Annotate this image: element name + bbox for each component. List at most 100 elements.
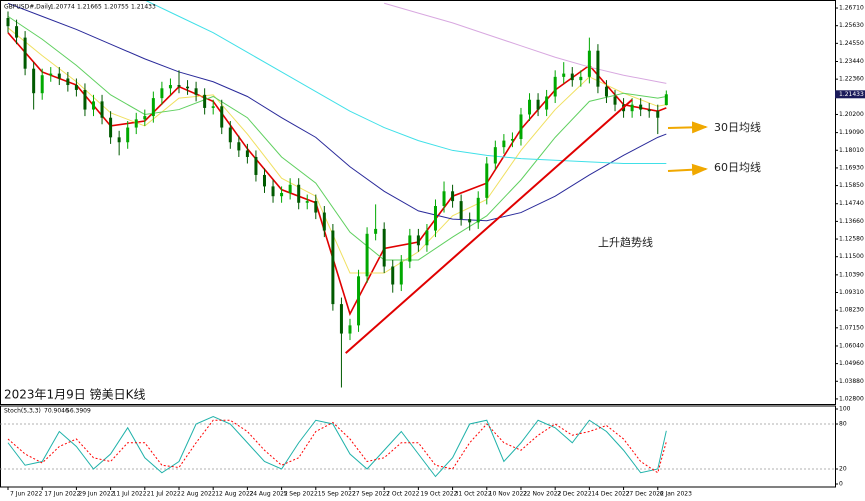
candle-body	[647, 109, 651, 112]
candle-body	[553, 76, 557, 97]
axes: 1.26710 1.25630 1.24550 1.23440 1.22360 1.202…	[7, 5, 865, 498]
annotation: 30日均线	[714, 120, 761, 134]
annotation: 2023年1月9日 镑美日K线	[4, 387, 146, 402]
y-tick-label: 1.07150	[839, 324, 864, 331]
price-box	[835, 90, 865, 99]
y-tick-label: 1.15850	[839, 182, 864, 189]
y-tick-label: 1.08230	[839, 307, 864, 314]
candle-body	[382, 228, 386, 267]
candle-body	[587, 50, 591, 77]
stoch-signal-value: 56.3909	[66, 408, 91, 415]
x-tick-label: 14 Dec 2022	[591, 491, 630, 498]
candle-body	[425, 230, 429, 246]
candle-body	[502, 140, 506, 148]
x-tick-label: 10 Nov 2022	[489, 491, 528, 498]
candle-body	[493, 147, 497, 164]
y-tick-label: 1.26710	[839, 5, 864, 12]
symbol-title: GBPUSD#,Daily	[4, 4, 52, 11]
arrow	[667, 163, 708, 176]
trend-line	[345, 98, 633, 354]
candle-body	[604, 86, 608, 97]
candle-body	[15, 26, 19, 38]
candle-body	[186, 86, 190, 89]
candle-body	[656, 111, 660, 118]
candle-body	[6, 18, 10, 27]
candle-body	[66, 78, 70, 86]
candle-body	[203, 94, 207, 108]
candle-body	[545, 96, 549, 110]
candle-body	[433, 206, 437, 231]
x-tick-label: 2 Aug 2022	[181, 491, 216, 498]
ohlc-close: 1.21433	[131, 4, 156, 11]
x-tick-label: 31 Oct 2022	[455, 491, 492, 498]
candle-body	[570, 73, 574, 81]
candle-body	[134, 119, 138, 128]
candle-body	[177, 85, 181, 87]
candle-body	[442, 191, 446, 207]
candle-body	[237, 142, 241, 151]
x-tick-label: 29 Jun 2022	[78, 491, 114, 498]
y-tick-label: 20	[839, 466, 847, 473]
candle-body	[374, 228, 378, 234]
y-tick-label: 1.09310	[839, 289, 864, 296]
y-tick-label: 1.18010	[839, 147, 864, 154]
y-tick-label: 1.19090	[839, 129, 864, 136]
y-tick-label: 1.10390	[839, 271, 864, 278]
candle-body	[23, 37, 27, 69]
candle-body	[528, 99, 532, 115]
line-series	[7, 27, 667, 274]
candle-body	[510, 138, 514, 141]
y-tick-label: 80	[839, 421, 847, 428]
candle-body	[459, 201, 463, 220]
candle-body	[365, 233, 369, 277]
candle-body	[536, 99, 540, 110]
candle-body	[220, 106, 224, 128]
candle-body	[245, 150, 249, 157]
candle-body	[32, 68, 36, 94]
y-tick-label: 1.03880	[839, 378, 864, 385]
line-series	[145, 1, 667, 165]
candle-body	[49, 73, 53, 76]
stoch-title: Stoch(5,3,3)	[4, 408, 41, 415]
x-tick-label: 2 Dec 2022	[557, 491, 592, 498]
candle-body	[579, 76, 583, 81]
x-tick-label: 12 Aug 2022	[215, 491, 254, 498]
arrow	[667, 121, 708, 134]
x-tick-label: 7 Oct 2022	[386, 491, 419, 498]
line-series	[7, 15, 667, 261]
x-tick-label: 21 Jul 2022	[147, 491, 181, 498]
y-tick-label: 1.11500	[839, 253, 864, 260]
y-tick-label: 1.23440	[839, 58, 864, 65]
candle-body	[451, 191, 455, 202]
candle-body	[117, 137, 121, 143]
candle-body	[416, 235, 420, 246]
candle-body	[314, 201, 318, 213]
y-tick-label: 1.20200	[839, 111, 864, 118]
candle-body	[262, 174, 266, 187]
x-tick-label: 27 Dec 2022	[626, 491, 665, 498]
candle-body	[288, 184, 292, 193]
candle-body	[468, 219, 472, 223]
annotation: 上升趋势线	[598, 235, 653, 249]
y-tick-label: 1.02800	[839, 395, 864, 402]
candle-body	[322, 212, 326, 231]
candle-body	[305, 201, 309, 203]
candle-body	[664, 94, 668, 106]
stoch-main-value: 70.9046	[44, 408, 69, 415]
candle-body	[348, 325, 352, 334]
x-tick-label: 19 Oct 2022	[420, 491, 457, 498]
candle-body	[74, 85, 78, 90]
main-plot	[6, 1, 668, 388]
candle-body	[211, 106, 215, 108]
y-tick-label: 1.16930	[839, 164, 864, 171]
x-tick-label: 7 Jun 2022	[10, 491, 42, 498]
x-tick-label: 15 Sep 2022	[318, 491, 356, 498]
candle-body	[485, 163, 489, 198]
x-tick-label: 17 Jun 2022	[44, 491, 80, 498]
current-price: 1.21433	[839, 91, 864, 98]
candle-body	[254, 156, 258, 175]
annotation: 60日均线	[714, 160, 761, 174]
y-tick-label: 1.06040	[839, 342, 864, 349]
x-tick-label: 6 Jan 2023	[660, 491, 692, 498]
